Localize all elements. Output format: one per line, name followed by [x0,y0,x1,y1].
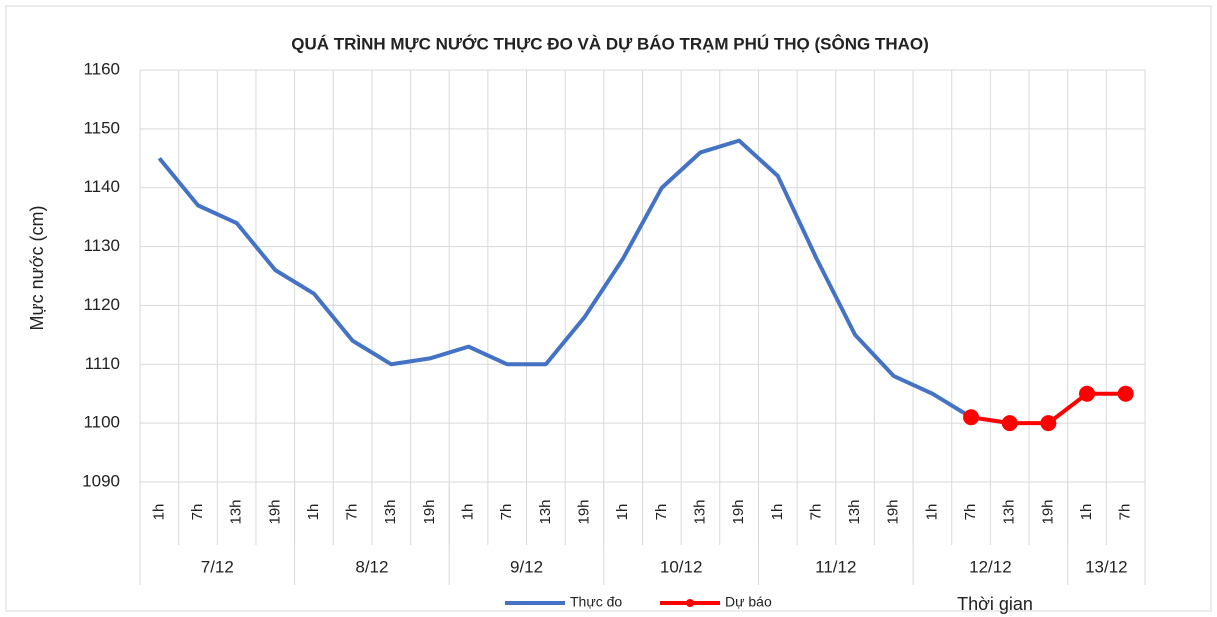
x-tick-label: 13h [691,499,708,524]
x-tick-label: 13h [846,499,863,524]
x-tick-label: 19h [1039,499,1056,524]
x-tick-label: 1h [460,504,477,521]
y-axis-title: Mực nước (cm) [27,206,47,331]
x-tick-label: 19h [421,499,438,524]
chart-title: QUÁ TRÌNH MỰC NƯỚC THỰC ĐO VÀ DỰ BÁO TRẠ… [291,34,929,53]
group-label: 10/12 [660,557,703,576]
group-label: 11/12 [815,557,856,576]
x-tick-label: 19h [266,499,283,524]
legend-label: Dự báo [725,594,772,610]
legend-label: Thực đo [570,594,622,610]
y-tick-label: 1100 [83,413,120,432]
chart-frame [5,5,1212,612]
x-tick-label: 13h [1001,499,1018,524]
x-tick-label: 19h [885,499,902,524]
y-tick-label: 1130 [83,236,120,255]
point [963,409,980,426]
x-tick-label: 7h [962,504,979,521]
point [1001,415,1018,432]
group-label: 13/12 [1085,557,1128,576]
x-tick-label: 1h [923,504,940,521]
x-tick-label: 1h [614,504,631,521]
y-tick-label: 1140 [83,177,120,196]
x-tick-label: 7h [189,504,206,521]
x-tick-label: 7h [807,504,824,521]
x-tick-label: 1h [150,504,167,521]
group-label: 8/12 [355,557,388,576]
x-tick-label: 7h [653,504,670,521]
y-tick-label: 1150 [83,118,120,137]
group-label: 12/12 [969,557,1012,576]
x-tick-label: 19h [575,499,592,524]
x-tick-label: 13h [382,499,399,524]
group-label: 9/12 [510,557,543,576]
y-tick-label: 1110 [85,354,120,373]
x-tick-label: 13h [537,499,554,524]
x-axis-title: Thời gian [957,594,1033,614]
series-line [157,138,973,419]
x-tick-label: 13h [228,499,245,524]
legend-marker [686,599,694,607]
point [1040,415,1057,432]
x-tick-label: 7h [1117,504,1134,521]
y-tick-label: 1120 [83,295,120,314]
x-tick-label: 19h [730,499,747,524]
x-tick-label: 7h [344,504,361,521]
y-tick-label: 1160 [83,59,120,78]
x-tick-label: 1h [305,504,322,521]
x-tick-label: 1h [769,504,786,521]
y-tick-label: 1090 [82,471,120,490]
point [1117,385,1134,402]
point [1079,385,1096,402]
group-label: 7/12 [201,557,234,576]
x-tick-label: 1h [1078,504,1095,521]
x-tick-label: 7h [498,504,515,521]
